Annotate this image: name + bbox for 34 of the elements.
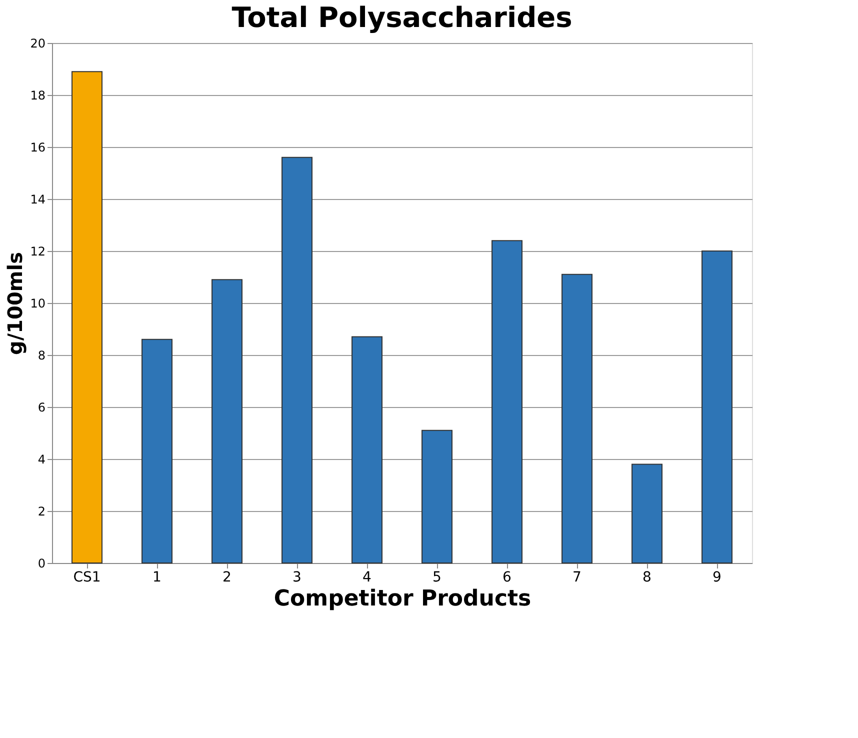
y-tick-label: 2 (38, 504, 46, 518)
bar (352, 336, 382, 564)
bar (422, 430, 452, 564)
y-tick-label: 12 (30, 244, 46, 258)
bar (282, 156, 312, 564)
bar (702, 250, 732, 564)
x-tick-label: 6 (502, 570, 512, 586)
x-tick-label: 2 (222, 570, 232, 586)
bar (212, 279, 242, 564)
bar (142, 338, 172, 564)
y-tick-label: 16 (30, 140, 46, 154)
y-tick-label: 14 (30, 192, 46, 206)
y-tick-label: 10 (30, 296, 46, 310)
bar (72, 71, 102, 564)
bar (492, 240, 522, 564)
y-tick-label: 18 (30, 88, 46, 102)
y-axis-title: g/100mls (3, 252, 28, 355)
y-tick-label: 0 (38, 556, 46, 570)
x-tick-label: 1 (152, 570, 162, 586)
chart-title: Total Polysaccharides (232, 1, 572, 34)
y-tick-label: 20 (30, 36, 46, 50)
x-tick-label: 4 (362, 570, 372, 586)
x-tick-label: 9 (712, 570, 722, 586)
x-tick-label: 3 (292, 570, 302, 586)
bar (632, 464, 662, 564)
y-tick-label: 8 (38, 348, 46, 362)
x-tick-label: 7 (572, 570, 582, 586)
x-axis-title: Competitor Products (274, 586, 532, 612)
x-tick-label: CS1 (73, 570, 101, 586)
bar (562, 274, 592, 564)
x-tick-label: 5 (432, 570, 442, 586)
x-tick-label: 8 (642, 570, 652, 586)
y-tick-label: 6 (38, 400, 46, 414)
y-tick-label: 4 (38, 452, 46, 466)
